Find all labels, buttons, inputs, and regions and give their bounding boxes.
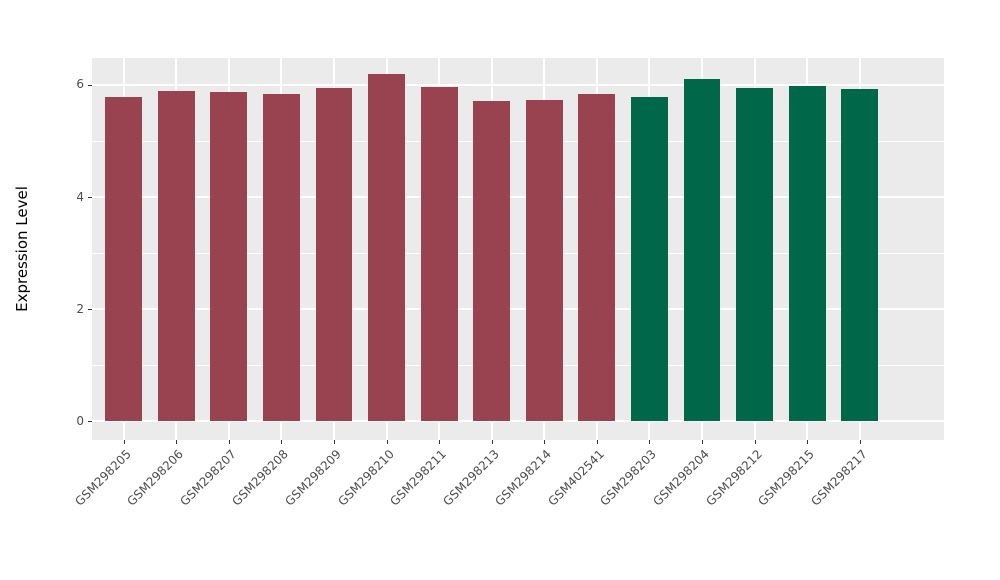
y-tick-mark — [88, 421, 92, 423]
x-tick-label: GSM298209 — [282, 447, 344, 509]
bar — [631, 96, 668, 422]
gridline-major — [92, 196, 944, 199]
y-tick-mark — [88, 84, 92, 86]
y-tick-label: 2 — [76, 301, 84, 316]
gridline-major — [92, 83, 944, 86]
gridline-minor — [92, 364, 944, 366]
x-tick-mark — [649, 440, 651, 444]
x-tick-label: GSM298215 — [755, 447, 818, 509]
bar — [683, 78, 721, 422]
bar — [420, 86, 458, 422]
x-tick-label: GSM298208 — [229, 447, 292, 509]
gridline-minor — [92, 252, 944, 254]
x-tick-label: GSM298207 — [177, 447, 239, 509]
x-tick-label: GSM402541 — [545, 447, 607, 509]
bar — [262, 94, 300, 422]
y-axis-title: Expression Level — [13, 186, 31, 312]
x-tick-label: GSM298210 — [334, 447, 397, 509]
x-tick-label: GSM298205 — [71, 447, 134, 509]
gridline-minor — [92, 140, 944, 142]
x-tick-label: GSM298203 — [597, 447, 660, 509]
x-tick-mark — [702, 440, 704, 444]
x-tick-label: GSM298212 — [702, 447, 765, 509]
x-tick-label: GSM298213 — [440, 447, 502, 509]
y-tick-label: 0 — [76, 413, 84, 428]
x-tick-label: GSM298214 — [492, 447, 555, 509]
y-tick-label: 6 — [76, 77, 84, 92]
y-tick-mark — [88, 197, 92, 199]
x-tick-mark — [859, 440, 861, 444]
x-tick-mark — [439, 440, 441, 444]
y-tick-label: 4 — [76, 189, 84, 204]
bar — [841, 88, 879, 422]
x-tick-mark — [544, 440, 546, 444]
plot-panel — [92, 58, 944, 440]
x-tick-mark — [176, 440, 178, 444]
bar — [473, 100, 511, 422]
bar — [736, 88, 774, 422]
gridline-major — [92, 420, 944, 423]
x-tick-mark — [281, 440, 283, 444]
x-tick-mark — [228, 440, 230, 444]
bar — [105, 96, 142, 422]
x-tick-label: GSM298204 — [650, 447, 712, 509]
bar — [368, 73, 405, 422]
x-tick-label: GSM298211 — [387, 447, 450, 509]
x-tick-mark — [386, 440, 388, 444]
y-tick-mark — [88, 309, 92, 311]
x-tick-label: GSM298206 — [124, 447, 187, 509]
x-tick-label: GSM298217 — [808, 447, 870, 509]
x-tick-mark — [333, 440, 335, 444]
bar — [315, 87, 353, 422]
bar — [525, 99, 563, 422]
x-tick-mark — [807, 440, 809, 444]
bar — [578, 94, 616, 422]
x-tick-mark — [754, 440, 756, 444]
bar — [210, 91, 248, 422]
bar — [788, 86, 826, 422]
gridline-major — [92, 308, 944, 311]
x-tick-mark — [491, 440, 493, 444]
x-tick-mark — [596, 440, 598, 444]
bar — [157, 90, 195, 422]
x-tick-mark — [123, 440, 125, 444]
